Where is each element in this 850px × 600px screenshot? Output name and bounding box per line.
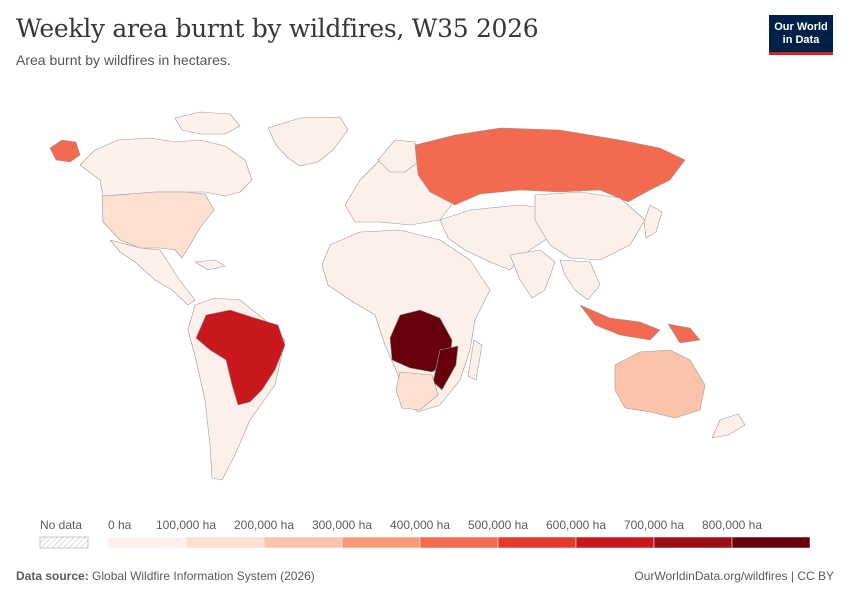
- legend-no-data-label: No data: [40, 518, 82, 532]
- legend-bin-label-7: 700,000 ha: [624, 518, 684, 532]
- logo-line-2: in Data: [782, 33, 820, 46]
- region-australia[interactable]: [614, 349, 706, 419]
- legend-bin-label-6: 600,000 ha: [546, 518, 606, 532]
- region-papua-new-guinea[interactable]: [667, 323, 701, 344]
- chart-title: Weekly area burnt by wildfires, W35 2026: [16, 14, 539, 43]
- legend-bin-3[interactable]: [341, 536, 421, 549]
- region-brazil[interactable]: [195, 309, 286, 406]
- legend-bin-label-1: 100,000 ha: [156, 518, 216, 532]
- region-united-states[interactable]: [101, 191, 215, 259]
- legend-bin-label-5: 500,000 ha: [468, 518, 528, 532]
- region-greenland[interactable]: [267, 116, 349, 167]
- region-indonesia[interactable]: [579, 304, 661, 341]
- region-middle-east[interactable]: [439, 204, 561, 271]
- region-alaska[interactable]: [49, 139, 81, 163]
- legend-bin-2[interactable]: [263, 536, 343, 549]
- legend-bin-label-0: 0 ha: [108, 518, 132, 532]
- legend-bin-8[interactable]: [731, 536, 811, 549]
- region-canada-islands[interactable]: [174, 111, 241, 135]
- legend-bin-5[interactable]: [497, 536, 577, 549]
- chart-subtitle: Area burnt by wildfires in hectares.: [16, 52, 231, 68]
- region-japan[interactable]: [643, 204, 663, 239]
- region-new-zealand[interactable]: [711, 413, 746, 439]
- source-text[interactable]: Global Wildfire Information System (2026…: [92, 569, 315, 583]
- legend: No data 0 ha 100,000 ha 200,000 ha 300,000 …: [39, 518, 811, 549]
- legend-bin-label-3: 300,000 ha: [312, 518, 372, 532]
- legend-bin-0[interactable]: [107, 536, 187, 549]
- footer-source: Data source: Global Wildfire Information…: [16, 569, 315, 583]
- legend-bin-4[interactable]: [419, 536, 499, 549]
- region-madagascar[interactable]: [467, 339, 483, 381]
- legend-bin-label-8: 800,000 ha: [702, 518, 762, 532]
- footer-link[interactable]: OurWorldinData.org/wildfires | CC BY: [634, 569, 834, 583]
- world-map: [49, 111, 746, 481]
- region-mexico[interactable]: [109, 239, 196, 306]
- legend-bin-label-4: 400,000 ha: [390, 518, 450, 532]
- legend-bin-1[interactable]: [185, 536, 265, 549]
- region-mozambique[interactable]: [432, 345, 459, 391]
- region-russia[interactable]: [414, 127, 686, 206]
- legend-no-data-swatch: [39, 536, 89, 549]
- region-southeast-asia[interactable]: [559, 259, 601, 301]
- region-southern-africa[interactable]: [395, 371, 439, 411]
- region-east-asia[interactable]: [534, 191, 646, 261]
- legend-bin-7[interactable]: [653, 536, 733, 549]
- legend-bin-6[interactable]: [575, 536, 655, 549]
- source-label: Data source:: [16, 569, 89, 583]
- legend-bin-label-2: 200,000 ha: [234, 518, 294, 532]
- owid-logo[interactable]: Our World in Data: [769, 15, 833, 55]
- region-caribbean[interactable]: [194, 259, 226, 271]
- logo-line-1: Our World: [774, 20, 828, 33]
- region-south-asia[interactable]: [509, 249, 556, 299]
